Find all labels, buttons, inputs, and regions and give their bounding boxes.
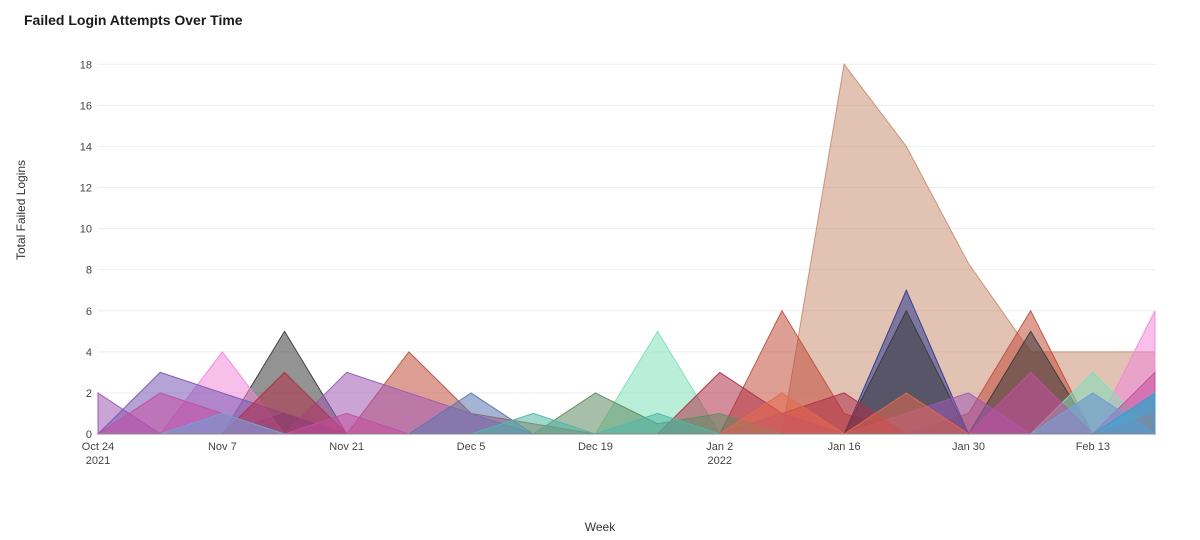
chart-title: Failed Login Attempts Over Time — [24, 12, 243, 28]
x-tick-label: Oct 24 — [82, 441, 114, 453]
y-tick-label: 8 — [86, 265, 92, 277]
x-tick-label: Feb 13 — [1076, 441, 1110, 453]
x-tick-year: 2021 — [86, 455, 110, 467]
area-chart[interactable]: 0 2 4 6 8 10 12 14 16 18 Oct 24 Nov 7 Nov 21 Dec 5 Dec… — [70, 48, 1165, 476]
x-tick-label: Jan 2 — [706, 441, 733, 453]
y-axis-label: Total Failed Logins — [14, 160, 28, 260]
x-tick-label: Dec 5 — [457, 441, 486, 453]
y-tick-label: 0 — [86, 429, 92, 441]
y-tick-label: 10 — [80, 224, 92, 236]
y-tick-label: 14 — [80, 141, 92, 153]
x-axis-label: Week — [0, 520, 1200, 534]
y-tick-label: 18 — [80, 59, 92, 71]
x-tick-label: Dec 19 — [578, 441, 613, 453]
y-tick-label: 12 — [80, 183, 92, 195]
x-tick-label: Nov 7 — [208, 441, 237, 453]
y-tick-label: 2 — [86, 388, 92, 400]
y-tick-label: 4 — [86, 347, 92, 359]
x-tick-year: 2022 — [708, 455, 732, 467]
y-tick-label: 16 — [80, 100, 92, 112]
chart-container: { "chart": { "type": "area", "title": "F… — [0, 0, 1200, 540]
x-tick-label: Jan 30 — [952, 441, 985, 453]
y-tick-label: 6 — [86, 306, 92, 318]
x-tick-label: Jan 16 — [828, 441, 861, 453]
x-tick-label: Nov 21 — [329, 441, 364, 453]
